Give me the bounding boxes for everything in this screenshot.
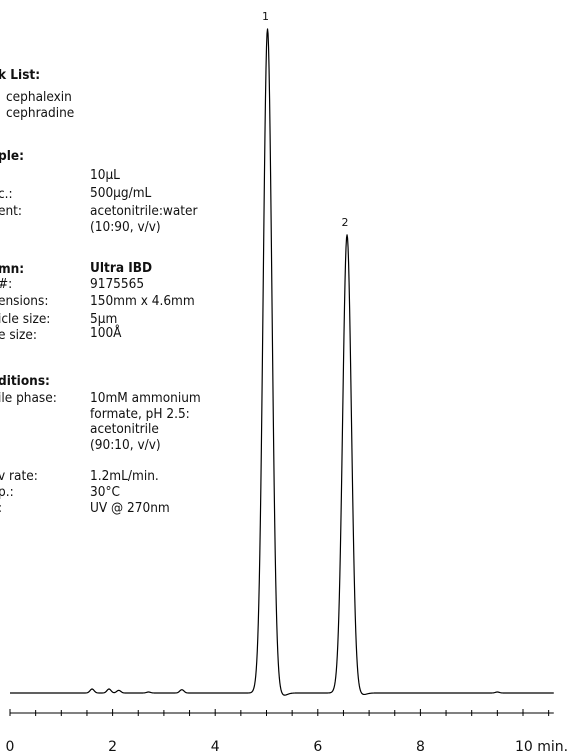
column-label-dimensions: ensions:	[0, 293, 49, 309]
conditions-label-detection: :	[0, 500, 2, 517]
sample-label-solvent: ent:	[0, 203, 23, 219]
column-pore-value: 100Å	[90, 325, 122, 341]
column-particle-value: 5µm	[90, 311, 118, 327]
column-catalog-value: 9175565	[90, 276, 145, 292]
chromatogram-trace	[9, 28, 554, 696]
x-tick-label: 6	[313, 739, 322, 755]
sample-volume-value: 10µL	[90, 167, 120, 183]
conditions-label-temp: p.:	[0, 484, 14, 500]
peak-2-name: cephradine	[6, 105, 75, 121]
conditions-detection-value: UV @ 270nm	[90, 500, 170, 516]
sample-header: ple:	[0, 148, 24, 164]
peak-1-name: cephalexin	[6, 89, 72, 105]
conditions-label-mobile: ile phase:	[0, 390, 57, 406]
column-header: mn:	[0, 261, 25, 277]
conditions-temp-value: 30°C	[90, 484, 121, 500]
x-tick-label: 4	[211, 739, 220, 755]
conditions-flow-value: 1.2mL/min.	[90, 468, 159, 484]
x-tick-label: 2	[108, 739, 117, 755]
x-tick-label: 8	[416, 739, 425, 755]
column-label-particle: icle size:	[0, 311, 51, 327]
peak-list-header: k List:	[0, 67, 41, 83]
conditions-label-flow: v rate:	[0, 468, 38, 484]
column-dimensions-value: 150mm x 4.6mm	[90, 293, 195, 309]
peak-number-label: 1	[262, 10, 269, 23]
x-tick-label: 0	[6, 739, 15, 755]
sample-conc-value: 500µg/mL	[90, 185, 152, 201]
sample-label-conc: c.:	[0, 186, 13, 202]
conditions-mobile-value: 10mM ammonium formate, pH 2.5: acetonitr…	[90, 390, 201, 453]
peak-number-label: 2	[342, 216, 349, 229]
x-axis: 0 2 4 6 8 10 min.	[6, 709, 568, 755]
column-name-value: Ultra IBD	[90, 260, 153, 276]
x-tick-label: 10 min.	[515, 739, 568, 755]
sample-solvent-value: acetonitrile:water (10:90, v/v)	[90, 203, 198, 235]
column-label-catalog: #:	[0, 276, 13, 292]
conditions-header: ditions:	[0, 373, 50, 389]
peak-labels: 12	[262, 10, 349, 229]
column-label-pore: e size:	[0, 327, 37, 343]
